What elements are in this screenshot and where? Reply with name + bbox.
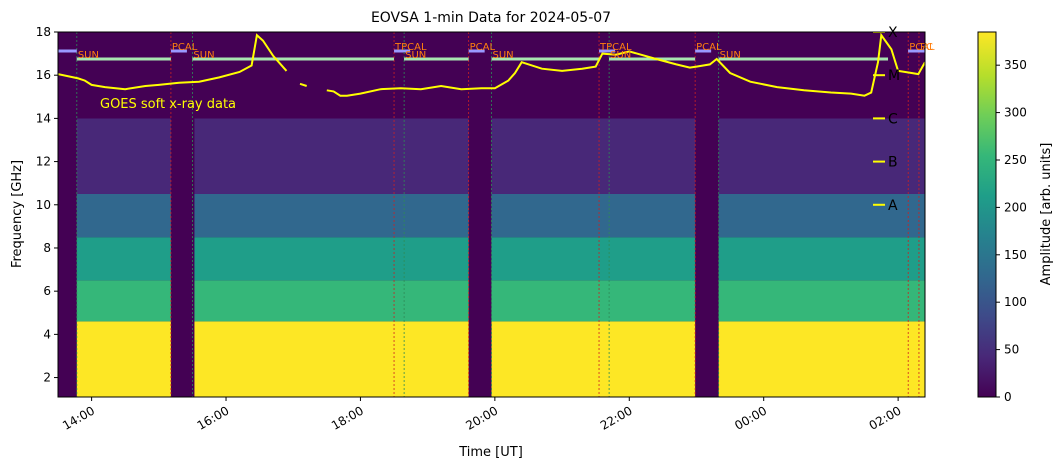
x-tick-label: 22:00 xyxy=(598,403,635,432)
colorbar-tick-label: 300 xyxy=(1004,106,1027,120)
goes-curve-segment xyxy=(299,82,308,87)
data-gap xyxy=(695,32,719,397)
goes-class-label: B xyxy=(888,155,898,171)
scan-marker-label: SUN xyxy=(78,50,99,61)
scan-marker-label: PCAL xyxy=(470,42,496,53)
heatmap-data-gaps xyxy=(170,32,719,397)
scan-marker-label: PCAL xyxy=(909,42,935,53)
heatmap-band xyxy=(76,280,925,322)
goes-class-markers xyxy=(873,32,885,206)
plot-area xyxy=(58,32,925,397)
scan-marker-lines xyxy=(58,32,925,397)
goes-curve-segment xyxy=(58,33,288,91)
y-tick-label: 4 xyxy=(43,327,51,341)
scan-marker-labels: SUNPCALSUNTPCALSUNPCALSUNTPCALSUNPCALSUN… xyxy=(78,42,935,61)
x-axis: 14:00 16:00 18:00 20:00 22:00 00:00 02:00 xyxy=(60,397,904,433)
heatmap-frequency-bands xyxy=(76,32,925,397)
colorbar-tick-label: 250 xyxy=(1004,153,1027,167)
heatmap-band xyxy=(76,321,925,397)
goes-class-label: A xyxy=(888,198,898,214)
x-tick-label: 18:00 xyxy=(329,403,366,432)
chart-title: EOVSA 1-min Data for 2024-05-07 xyxy=(371,10,611,26)
colorbar-label: Amplitude [arb. units] xyxy=(1039,143,1054,286)
y-tick-label: 18 xyxy=(36,25,51,39)
colorbar-tick-label: 350 xyxy=(1004,58,1027,72)
colorbar-tick-label: 100 xyxy=(1004,295,1027,309)
y-tick-label: 14 xyxy=(36,111,51,125)
scan-marker-label: PC xyxy=(920,42,933,53)
scan-marker-label: SUN xyxy=(720,50,741,61)
plot-frame xyxy=(57,31,926,398)
scan-marker-label: PCAL xyxy=(696,42,722,53)
x-tick-label: 16:00 xyxy=(195,403,232,432)
colorbar-tick-label: 50 xyxy=(1004,343,1019,357)
colorbar-ticks: 0 50 100 150 200 250 300 350 xyxy=(996,58,1027,404)
data-gap xyxy=(468,32,492,397)
scan-marker-label: PCAL xyxy=(172,42,198,53)
data-gap xyxy=(170,32,195,397)
y-axis-label: Frequency [GHz] xyxy=(10,160,25,268)
heatmap-band xyxy=(76,193,925,238)
colorbar: 0 50 100 150 200 250 300 350 Amplitude [arb. un… xyxy=(977,31,1054,404)
y-tick-label: 16 xyxy=(36,68,51,82)
colorbar-tick-label: 0 xyxy=(1004,390,1012,404)
y-tick-label: 12 xyxy=(36,155,51,169)
x-tick-label: 14:00 xyxy=(60,403,97,432)
goes-class-label: X xyxy=(888,25,898,41)
heatmap-band xyxy=(76,118,925,194)
heatmap-band xyxy=(76,32,925,119)
goes-curve-segment xyxy=(326,32,925,97)
heatmap-band xyxy=(76,237,925,281)
scan-marker-label: SUN xyxy=(610,50,631,61)
goes-series-label: GOES soft x-ray data xyxy=(100,97,236,112)
scan-marker-label: SUN xyxy=(193,50,214,61)
y-axis: 2 4 6 8 10 12 14 16 18 xyxy=(36,25,58,385)
y-tick-label: 6 xyxy=(43,284,51,298)
y-tick-label: 2 xyxy=(43,371,51,385)
goes-class-label: M xyxy=(888,68,900,84)
y-tick-label: 8 xyxy=(43,241,51,255)
colorbar-gradient xyxy=(977,31,997,398)
goes-xray-curve xyxy=(58,32,925,97)
x-axis-label: Time [UT] xyxy=(458,445,523,460)
x-tick-label: 02:00 xyxy=(867,403,904,432)
scan-marker-label: SUN xyxy=(493,50,514,61)
scan-marker-label: TPCAL xyxy=(394,42,427,53)
goes-class-label: C xyxy=(888,111,898,127)
scan-marker-label: SUN xyxy=(405,50,426,61)
colorbar-tick-label: 200 xyxy=(1004,200,1027,214)
goes-class-labels: X M C B A xyxy=(888,25,900,214)
x-tick-label: 00:00 xyxy=(732,403,769,432)
y-tick-label: 10 xyxy=(36,198,51,212)
scan-marker-label: TPCAL xyxy=(599,42,632,53)
x-tick-label: 20:00 xyxy=(463,403,500,432)
colorbar-tick-label: 150 xyxy=(1004,248,1027,262)
